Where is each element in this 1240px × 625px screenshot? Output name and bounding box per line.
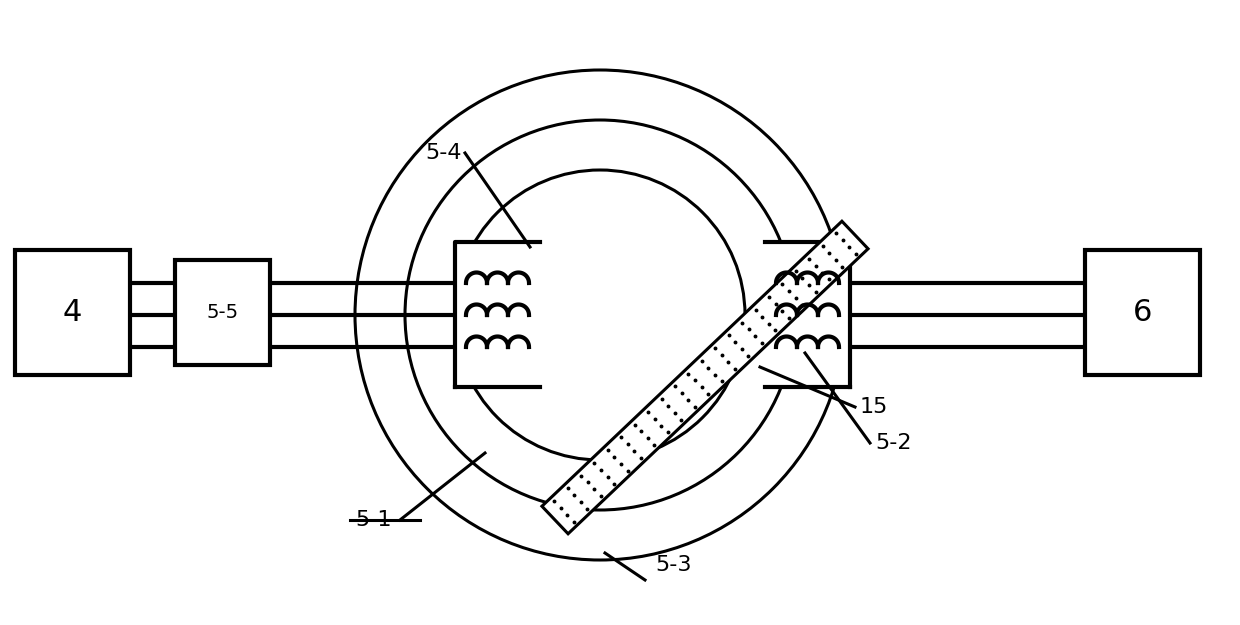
Text: 6: 6 xyxy=(1133,298,1152,327)
Bar xyxy=(175,260,270,365)
Text: 5-4: 5-4 xyxy=(425,143,461,163)
Text: 5-1: 5-1 xyxy=(355,510,392,530)
Text: 4: 4 xyxy=(63,298,82,327)
Bar xyxy=(765,242,849,387)
Bar xyxy=(455,242,539,387)
Bar xyxy=(15,250,130,375)
Text: 15: 15 xyxy=(861,397,888,417)
Bar xyxy=(1085,250,1200,375)
Text: 5-3: 5-3 xyxy=(655,555,692,575)
Polygon shape xyxy=(542,221,868,534)
Text: 5-5: 5-5 xyxy=(206,303,238,322)
Text: 5-2: 5-2 xyxy=(875,433,911,453)
